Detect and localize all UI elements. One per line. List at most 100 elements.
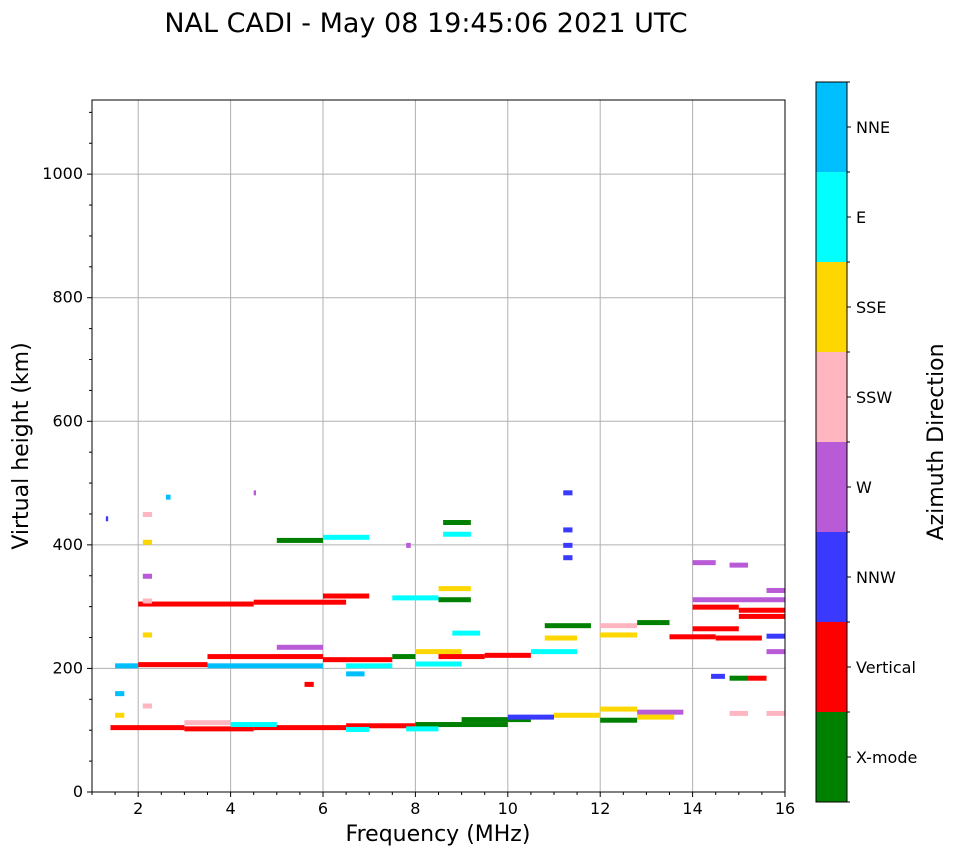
echo-trace [184, 720, 231, 726]
y-tick-label: 0 [73, 782, 83, 801]
echo-trace [692, 626, 739, 632]
echo-trace [406, 542, 411, 548]
echo-trace [563, 490, 573, 496]
x-tick-label: 2 [133, 799, 143, 818]
y-tick-label: 400 [52, 535, 83, 554]
echo-trace [563, 555, 573, 561]
echo-trace [484, 652, 531, 658]
echo-trace [766, 710, 785, 716]
echo-trace [738, 613, 785, 619]
echo-trace [346, 663, 393, 669]
x-tick-label: 8 [410, 799, 420, 818]
echo-traces [105, 490, 785, 732]
echo-trace [105, 516, 109, 522]
chart-title: NAL CADI - May 08 19:45:06 2021 UTC [164, 8, 687, 39]
echo-trace [554, 712, 601, 718]
colorbar-category-label: Vertical [856, 658, 916, 677]
echo-trace [138, 662, 208, 668]
echo-trace [452, 630, 481, 636]
echo-trace [142, 703, 153, 709]
echo-trace [138, 601, 254, 607]
y-axis-label: Virtual height (km) [9, 342, 34, 549]
echo-trace [766, 649, 785, 655]
echo-trace [600, 706, 638, 712]
echo-trace [692, 604, 739, 610]
echo-trace [600, 632, 638, 638]
echo-trace [304, 681, 314, 687]
echo-trace [563, 527, 573, 533]
x-tick-label: 12 [590, 799, 610, 818]
echo-trace [230, 722, 277, 728]
echo-trace [438, 654, 485, 660]
x-axis-ticks: 2 4 6 8 10 12 14 16 [91, 792, 795, 818]
x-tick-label: 10 [498, 799, 518, 818]
y-tick-label: 600 [52, 411, 83, 430]
echo-trace [115, 691, 125, 697]
echo-trace [276, 537, 323, 543]
colorbar-frame [815, 81, 848, 803]
echo-trace [563, 542, 573, 548]
echo-trace [415, 649, 462, 655]
echo-trace [115, 712, 125, 718]
echo-trace [276, 644, 323, 650]
echo-trace [392, 595, 439, 601]
echo-trace [438, 597, 471, 603]
echo-trace [669, 634, 716, 640]
echo-trace [346, 671, 365, 677]
echo-trace [461, 717, 531, 723]
echo-trace [142, 539, 153, 545]
echo-trace [507, 714, 554, 720]
echo-trace [184, 726, 254, 732]
echo-trace [142, 573, 153, 579]
plot-frame [91, 99, 786, 793]
x-tick-label: 16 [775, 799, 795, 818]
y-tick-label: 1000 [42, 164, 83, 183]
echo-trace [323, 534, 370, 540]
echo-trace [110, 725, 185, 731]
echo-trace [715, 635, 762, 641]
echo-trace [729, 675, 749, 681]
echo-trace [415, 722, 508, 728]
echo-trace [253, 725, 347, 731]
echo-trace [406, 726, 439, 732]
echo-trace [544, 623, 591, 629]
echo-trace [346, 726, 370, 732]
grid-lines [92, 100, 786, 793]
colorbar-category-label: NNW [856, 568, 896, 587]
echo-trace [142, 598, 153, 604]
echo-trace [637, 714, 675, 720]
echo-trace [142, 511, 153, 517]
echo-trace [766, 633, 785, 639]
colorbar-segment [816, 82, 847, 172]
echo-trace [346, 723, 416, 729]
echo-trace [443, 531, 471, 537]
echo-trace [165, 494, 171, 500]
y-axis-ticks: 0 200 400 600 800 1000 [42, 111, 92, 801]
colorbar-segment [816, 352, 847, 442]
x-tick-label: 4 [226, 799, 236, 818]
echo-trace [253, 490, 257, 496]
colorbar-segment [816, 532, 847, 622]
echo-trace [692, 597, 785, 603]
echo-trace [600, 623, 638, 629]
colorbar-category-label: SSE [856, 298, 886, 317]
echo-trace [766, 587, 785, 593]
x-tick-label: 6 [318, 799, 328, 818]
echo-trace [323, 593, 370, 599]
echo-trace [738, 607, 785, 613]
echo-trace [692, 560, 716, 566]
echo-trace [115, 663, 139, 669]
echo-trace [142, 632, 153, 638]
echo-trace [729, 562, 749, 568]
colorbar-segment [816, 172, 847, 262]
colorbar-label: Azimuth Direction [924, 343, 949, 540]
echo-trace [530, 649, 578, 655]
echo-trace [637, 620, 670, 626]
colorbar-segment [816, 442, 847, 532]
echo-trace [253, 599, 347, 605]
x-tick-label: 14 [682, 799, 702, 818]
colorbar-category-label: SSW [856, 388, 892, 407]
echo-trace [729, 710, 749, 716]
x-axis-label: Frequency (MHz) [346, 822, 531, 847]
